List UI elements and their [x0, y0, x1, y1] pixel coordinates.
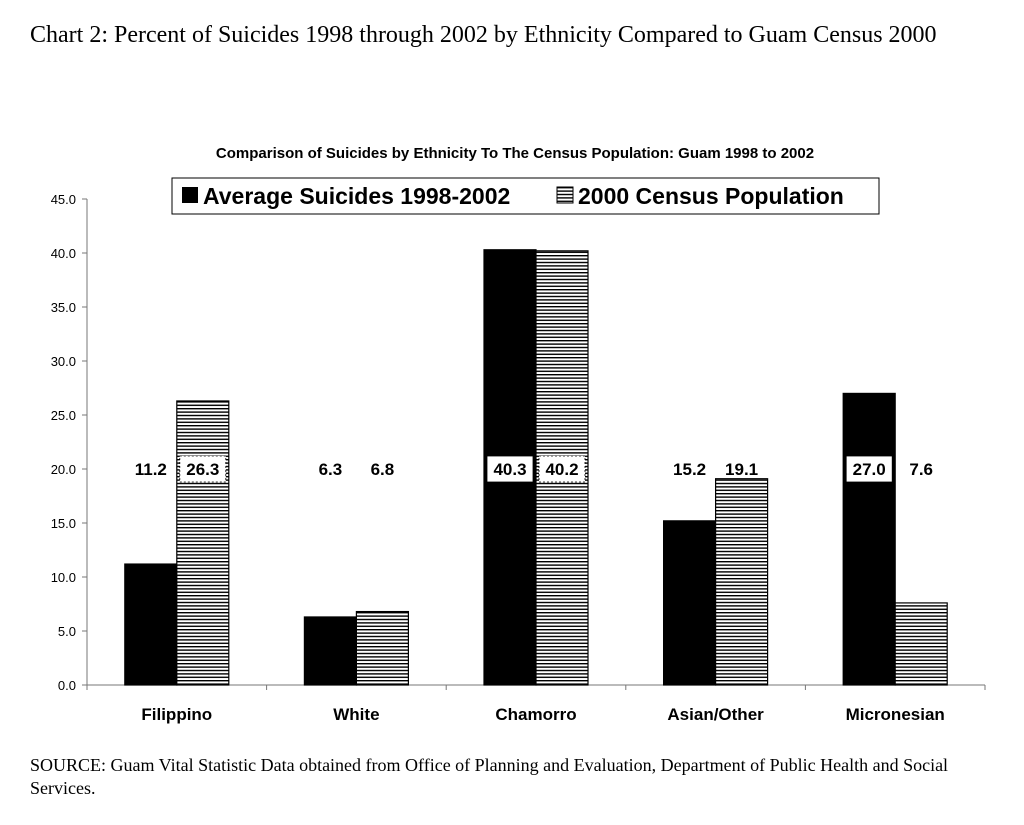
bar-census-asian-other: [714, 478, 769, 686]
chart-value-labels: 11.2 26.3 6.3 6.8 40.3 40.2 15.2 19.1 27.0 7.6: [135, 455, 933, 483]
data-label: 6.8: [371, 460, 395, 479]
y-tick-label: 35.0: [51, 300, 76, 315]
data-label: 7.6: [909, 460, 933, 479]
chart-category-labels: Filippino White Chamorro Asian/Other Microne…: [141, 705, 944, 724]
y-tick-label: 0.0: [58, 678, 76, 693]
data-label-box: [486, 455, 534, 483]
bar-census-filippino: [176, 400, 230, 686]
legend-swatch-series-2: [556, 186, 574, 204]
data-label: 15.2: [673, 460, 706, 479]
chart-title: Comparison of Suicides by Ethnicity To T…: [216, 145, 814, 162]
source-note: SOURCE: Guam Vital Statistic Data obtain…: [30, 755, 949, 798]
bar-census-white: [355, 610, 409, 686]
bar-suicides-white: [303, 616, 357, 686]
y-tick-label: 20.0: [51, 462, 76, 477]
y-tick-label: 45.0: [51, 192, 76, 207]
data-label: 40.3: [493, 460, 526, 479]
legend-label-series-2: 2000 Census Population: [578, 183, 844, 209]
page-heading: Chart 2: Percent of Suicides 1998 throug…: [30, 22, 937, 48]
data-label-box: [179, 455, 227, 483]
legend-box: [171, 177, 880, 215]
x-tick-label: Filippino: [141, 705, 212, 724]
data-label-box: [845, 455, 893, 483]
x-tick-label: White: [333, 705, 379, 724]
data-label: 40.2: [545, 460, 578, 479]
data-label: 26.3: [186, 460, 219, 479]
x-tick-label: Micronesian: [846, 705, 945, 724]
bar-suicides-filippino: [124, 563, 178, 686]
y-tick-label: 25.0: [51, 408, 76, 423]
data-label-box: [538, 455, 586, 483]
bar-suicides-asian-other: [662, 520, 717, 686]
y-tick-label: 15.0: [51, 516, 76, 531]
x-tick-label: Asian/Other: [667, 705, 764, 724]
x-tick-label: Chamorro: [495, 705, 576, 724]
chart-bars: [124, 249, 948, 686]
data-label: 27.0: [853, 460, 886, 479]
y-tick-label: 40.0: [51, 246, 76, 261]
bar-suicides-micronesian: [842, 392, 896, 686]
bar-census-micronesian: [894, 602, 948, 686]
chart-legend: Average Suicides 1998-2002 2000 Census P…: [171, 177, 880, 215]
y-tick-label: 30.0: [51, 354, 76, 369]
legend-swatch-series-1: [182, 187, 198, 203]
data-label: 6.3: [319, 460, 343, 479]
legend-label-series-1: Average Suicides 1998-2002: [203, 183, 510, 209]
y-tick-label: 10.0: [51, 570, 76, 585]
data-label: 19.1: [725, 460, 758, 479]
data-label: 11.2: [135, 460, 167, 479]
y-tick-label: 5.0: [58, 624, 76, 639]
